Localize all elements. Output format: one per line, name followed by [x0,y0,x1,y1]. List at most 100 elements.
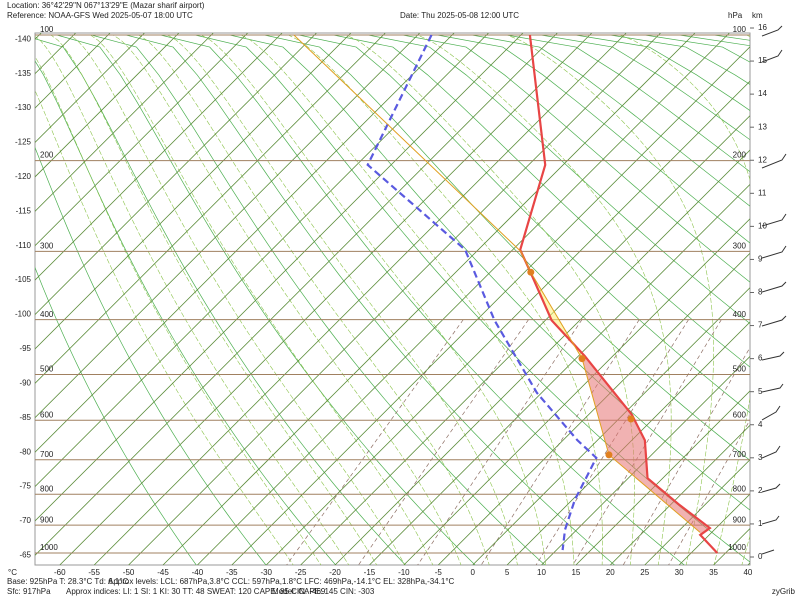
temperature-tick-label: 15 [571,568,580,577]
dry-adiabat [160,34,685,565]
isotherm [403,218,750,565]
isotherm [128,33,661,565]
temperature-tick-label: -55 [88,568,100,577]
moist-adiabat [254,34,603,565]
isotherm [35,33,524,522]
temperature-tick-label: -125 [15,138,32,147]
temperature-tick-label: -115 [16,206,32,215]
pressure-tick-label: 600 [733,410,747,419]
temperature-tick-label: -20 [329,568,341,577]
km-tick-label: 1 [758,519,763,528]
temperature-tick-label: -90 [19,378,31,387]
level-marker [627,415,635,423]
date: Date: Thu 2025-05-08 12:00 UTC [400,11,519,20]
mixing-ratio-line [535,319,689,565]
info-text: Sfc: 917hPa [7,587,51,596]
plot-area [34,32,751,566]
temperature-tick-label: -110 [16,241,32,250]
pressure-tick-label: 500 [40,365,54,374]
km-tick-label: 0 [758,552,763,561]
pressure-tick-label: 1000 [40,543,58,552]
km-tick-label: 7 [758,321,763,330]
isotherm [35,33,421,419]
isotherm [35,33,248,247]
temperature-tick-label: -85 [19,413,31,422]
pressure-tick-label: 100 [733,25,747,34]
info-text: Approx levels: LCL: 687hPa,3.8°C CCL: 59… [108,577,455,586]
pressure-tick-label: 800 [733,484,747,493]
dry-adiabat [333,34,750,368]
mixing-ratio-line [622,346,750,565]
shaded-area [582,355,710,535]
isotherm [35,33,145,144]
isotherm [197,33,730,565]
profiles [293,34,719,554]
isotherm [644,459,750,565]
temperature-tick-label: 5 [505,568,510,577]
isotherm [162,33,696,565]
pressure-tick-label: 500 [733,365,747,374]
km-tick-label: 8 [758,288,763,297]
moist-adiabat [467,34,714,565]
pressure-tick-label: 200 [40,151,54,160]
isotherm [437,252,750,565]
isotherm [35,33,180,178]
km-tick-label: 3 [758,453,763,462]
temperature-tick-label: -130 [15,103,32,112]
pressure-tick-label: 800 [40,484,54,493]
labels: -60 -55 -50 -45 -40 -35 -30 -25 -20 -15 -10 -5 0 5 10 1… [7,1,796,596]
temperature-tick-label: 20 [606,568,615,577]
isotherm [35,33,214,212]
isotherm [541,355,750,565]
profile-line [293,34,701,533]
dry-adiabat [35,146,267,565]
temperature-tick-label: -5 [435,568,443,577]
level-marker [605,451,613,459]
profile-line [519,34,719,554]
km-tick-label: 16 [758,23,767,32]
moist-adiabat [35,56,322,565]
temperature-tick-label: -70 [19,516,31,525]
pressure-unit: hPa [728,11,743,20]
reference: Reference: NOAA-GFS Wed 2025-05-07 18:00… [7,11,193,20]
km-tick-label: 5 [758,387,763,396]
dry-adiabat [748,34,750,36]
temperature-tick-label: -95 [19,344,31,353]
isotherm [300,115,750,565]
height-unit: km [752,11,763,20]
pressure-tick-label: 700 [40,450,54,459]
dry-adiabat [35,38,406,565]
temperature-tick-label: -120 [15,172,32,181]
moist-adiabat [35,34,378,565]
mixing-ratio-line [572,319,722,565]
pressure-tick-label: 100 [40,25,54,34]
temperature-tick-label: 25 [640,568,649,577]
temperature-tick-label: -60 [54,568,66,577]
pressure-tick-label: 900 [40,515,54,524]
temperature-tick-label: -25 [295,568,307,577]
moist-adiabat [577,34,750,565]
temperature-tick-label: -140 [15,34,32,43]
moist-adiabat [379,34,672,565]
info-text: Base: 925hPa T: 28.3°C Td: 6.1°C [7,577,129,586]
moist-adiabat [84,34,462,565]
temperature-tick-label: -40 [192,568,204,577]
isotherm [59,33,593,565]
pressure-tick-label: 700 [733,450,747,459]
moist-adiabat [35,35,350,565]
pressure-tick-label: 200 [733,151,747,160]
level-marker [578,355,586,363]
km-tick-label: 2 [758,486,763,495]
dry-adiabat [437,34,750,244]
isotherm [35,33,317,316]
pressure-tick-label: 400 [733,310,747,319]
temperature-tick-label: -80 [19,447,31,456]
isotherm [575,390,750,565]
km-tick-label: 13 [758,122,767,131]
km-tick-label: 11 [758,188,767,197]
isotherm [231,46,750,565]
temperature-tick-label: -10 [398,568,410,577]
temperature-tick-label: 35 [709,568,718,577]
temperature-tick-label: -30 [260,568,272,577]
